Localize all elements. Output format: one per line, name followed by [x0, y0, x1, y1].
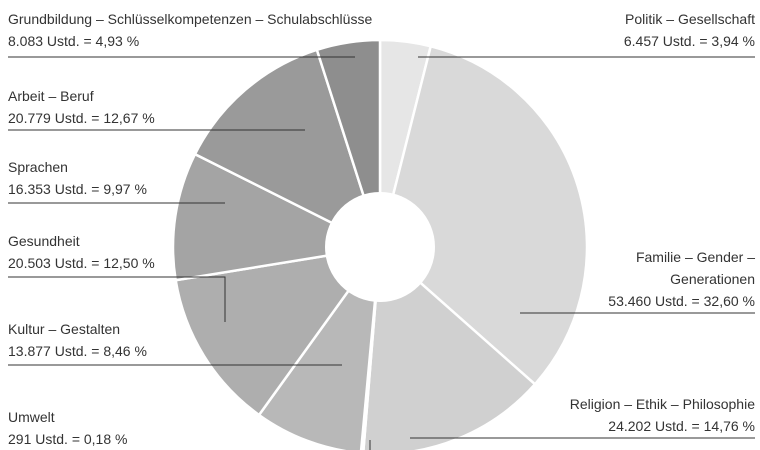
slice-label: Kultur – Gestalten 13.877 Ustd. = 8,46 %: [8, 318, 147, 362]
slice-label: Sprachen 16.353 Ustd. = 9,97 %: [8, 156, 147, 200]
category-label: Gesundheit: [8, 233, 80, 249]
value-label: 8.083 Ustd. = 4,93 %: [8, 33, 140, 49]
category-label: Grundbildung – Schlüsselkompetenzen – Sc…: [8, 11, 373, 27]
slice-label: Religion – Ethik – Philosophie 24.202 Ust…: [570, 393, 755, 437]
pie-slice: [174, 245, 383, 417]
value-label: 20.779 Ustd. = 12,67 %: [8, 110, 155, 126]
slice-label: Arbeit – Beruf 20.779 Ustd. = 12,67 %: [8, 85, 155, 129]
value-label: 53.460 Ustd. = 32,60 %: [608, 293, 755, 309]
category-label: Religion – Ethik – Philosophie: [569, 396, 755, 412]
value-label: 20.503 Ustd. = 12,50 %: [8, 255, 155, 271]
category-label: Sprachen: [8, 159, 68, 175]
value-label: 13.877 Ustd. = 8,46 %: [8, 343, 147, 359]
donut-hole: [325, 192, 435, 302]
category-label: Arbeit – Beruf: [8, 88, 94, 104]
category-label: Politik – Gesellschaft: [625, 11, 755, 27]
pie-slice: [378, 44, 589, 387]
category-label: Familie – Gender – Generationen: [635, 249, 755, 287]
pie-slice: [193, 48, 383, 250]
slice-label: Gesundheit 20.503 Ustd. = 12,50 %: [8, 230, 155, 274]
pie-slice: [362, 244, 537, 450]
slice-label: Familie – Gender – Generationen 53.460 Us…: [595, 246, 755, 312]
value-label: 24.202 Ustd. = 14,76 %: [608, 418, 755, 434]
category-label: Umwelt: [8, 409, 55, 425]
value-label: 16.353 Ustd. = 9,97 %: [8, 181, 147, 197]
slice-label: Politik – Gesellschaft 6.457 Ustd. = 3,94…: [624, 8, 755, 52]
value-label: 6.457 Ustd. = 3,94 %: [623, 33, 755, 49]
slice-label: Umwelt 291 Ustd. = 0,18 %: [8, 406, 127, 450]
slice-label: Grundbildung – Schlüsselkompetenzen – Sc…: [8, 8, 372, 52]
value-label: 291 Ustd. = 0,18 %: [8, 431, 128, 447]
category-label: Kultur – Gestalten: [8, 321, 121, 337]
pie-slice: [257, 242, 382, 450]
leader-line: [8, 276, 226, 322]
